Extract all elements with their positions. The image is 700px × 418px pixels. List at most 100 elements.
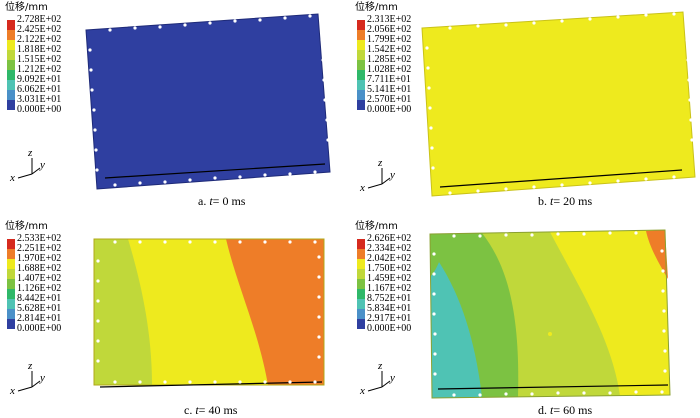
caption-a: a. t= 0 ms <box>198 194 245 209</box>
legend-value: 2.814E+01 <box>17 313 62 324</box>
legend-value: 5.141E+01 <box>367 84 412 95</box>
colorbar-seg <box>357 259 365 269</box>
legend-value: 1.285E+02 <box>367 54 412 65</box>
panel-c: 位移/mm 2.533E+02 2.251E+02 1.970E+02 1.68… <box>0 209 350 418</box>
legend-value: 2.334E+02 <box>367 243 412 254</box>
caption-value: = 40 ms <box>198 403 238 417</box>
legend-value: 2.251E+02 <box>17 243 62 254</box>
legend-value: 5.628E+01 <box>17 303 62 314</box>
legend-value: 1.970E+02 <box>17 253 62 264</box>
legend-value: 1.799E+02 <box>367 34 412 45</box>
legend-d: 位移/mm 2.626E+02 2.334E+02 2.042E+02 1.75… <box>355 221 445 334</box>
axis-triad: z y x <box>360 361 400 397</box>
caption-var: t <box>209 194 213 208</box>
colorbar-seg <box>7 309 15 319</box>
legend-value: 6.062E+01 <box>17 84 62 95</box>
colorbar-seg <box>7 239 15 249</box>
legend-value: 1.126E+02 <box>17 283 62 294</box>
colorbar-seg <box>7 80 15 90</box>
panel-a: 位移/mm 2.728E+02 2.425E+02 2.122E+02 1.81… <box>0 0 350 209</box>
legend-b: 位移/mm 2.313E+02 2.056E+02 1.799E+02 1.54… <box>355 2 445 115</box>
colorbar-seg <box>357 309 365 319</box>
legend-value: 1.459E+02 <box>367 273 412 284</box>
legend-value: 5.834E+01 <box>367 303 412 314</box>
colorbar-seg <box>357 269 365 279</box>
colorbar-seg <box>357 299 365 309</box>
colorbar-seg <box>7 70 15 80</box>
colorbar-seg <box>7 259 15 269</box>
colorbar-seg <box>7 50 15 60</box>
legend-value: 0.000E+00 <box>17 323 62 334</box>
axis-y-label: y <box>390 372 395 384</box>
legend-title: 位移/mm <box>5 2 48 13</box>
legend-c: 位移/mm 2.533E+02 2.251E+02 1.970E+02 1.68… <box>5 221 95 334</box>
caption-d: d. t= 60 ms <box>538 403 592 418</box>
caption-value: = 60 ms <box>553 403 593 417</box>
colorbar-seg <box>357 60 365 70</box>
legend-value: 1.542E+02 <box>367 44 412 55</box>
axis-z-label: z <box>28 147 33 159</box>
legend-value: 1.688E+02 <box>17 263 62 274</box>
colorbar-seg <box>7 269 15 279</box>
colorbar-seg <box>7 249 15 259</box>
plate-contour-c <box>93 238 325 388</box>
colorbar-seg <box>7 299 15 309</box>
colorbar-seg <box>7 289 15 299</box>
caption-prefix: a. <box>198 194 207 208</box>
axis-y-label: y <box>390 169 395 181</box>
legend-value: 2.917E+01 <box>367 313 412 324</box>
plate-contour-d <box>429 229 671 399</box>
legend-value: 2.728E+02 <box>17 14 62 25</box>
colorbar-seg <box>357 50 365 60</box>
caption-var: t <box>550 403 554 417</box>
caption-value: = 20 ms <box>553 194 593 208</box>
colorbar-seg <box>7 40 15 50</box>
legend-value: 1.212E+02 <box>17 64 62 75</box>
axis-x-label: x <box>10 172 15 184</box>
legend-a: 位移/mm 2.728E+02 2.425E+02 2.122E+02 1.81… <box>5 2 95 115</box>
axis-x-label: x <box>360 182 365 194</box>
legend-value: 8.752E+01 <box>367 293 412 304</box>
caption-prefix: c. <box>184 403 193 417</box>
colorbar-seg <box>7 20 15 30</box>
colorbar-seg <box>357 30 365 40</box>
legend-value: 1.167E+02 <box>367 283 412 294</box>
axis-y-label: y <box>40 159 45 171</box>
legend-title: 位移/mm <box>5 221 48 232</box>
legend-value: 0.000E+00 <box>367 323 412 334</box>
legend-title: 位移/mm <box>355 2 398 13</box>
legend-value: 7.711E+01 <box>367 74 411 85</box>
caption-c: c. t= 40 ms <box>184 403 237 418</box>
colorbar-seg <box>7 100 15 110</box>
legend-title: 位移/mm <box>355 221 398 232</box>
legend-value: 2.056E+02 <box>367 24 412 35</box>
plate-contour-a <box>85 13 331 190</box>
legend-value: 3.031E+01 <box>17 94 62 105</box>
colorbar-seg <box>7 319 15 329</box>
axis-y-label: y <box>40 372 45 384</box>
colorbar-seg <box>357 319 365 329</box>
axis-triad: z y x <box>360 158 400 194</box>
legend-value: 2.042E+02 <box>367 253 412 264</box>
legend-value: 9.092E+01 <box>17 74 62 85</box>
caption-b: b. t= 20 ms <box>538 194 592 209</box>
colorbar-seg <box>7 60 15 70</box>
colorbar-seg <box>357 40 365 50</box>
caption-prefix: b. <box>538 194 547 208</box>
caption-var: t <box>550 194 554 208</box>
axis-x-label: x <box>360 385 365 397</box>
legend-value: 2.122E+02 <box>17 34 62 45</box>
legend-value: 8.442E+01 <box>17 293 62 304</box>
plate-contour-b <box>421 11 696 197</box>
legend-value: 1.818E+02 <box>17 44 62 55</box>
colorbar-seg <box>7 90 15 100</box>
caption-var: t <box>195 403 199 417</box>
axis-x-label: x <box>10 385 15 397</box>
legend-value: 1.515E+02 <box>17 54 62 65</box>
axis-z-label: z <box>378 157 383 169</box>
legend-value: 2.313E+02 <box>367 14 412 25</box>
colorbar-seg <box>7 30 15 40</box>
legend-value: 1.750E+02 <box>367 263 412 274</box>
axis-triad: z y x <box>10 148 50 184</box>
colorbar-seg <box>357 249 365 259</box>
